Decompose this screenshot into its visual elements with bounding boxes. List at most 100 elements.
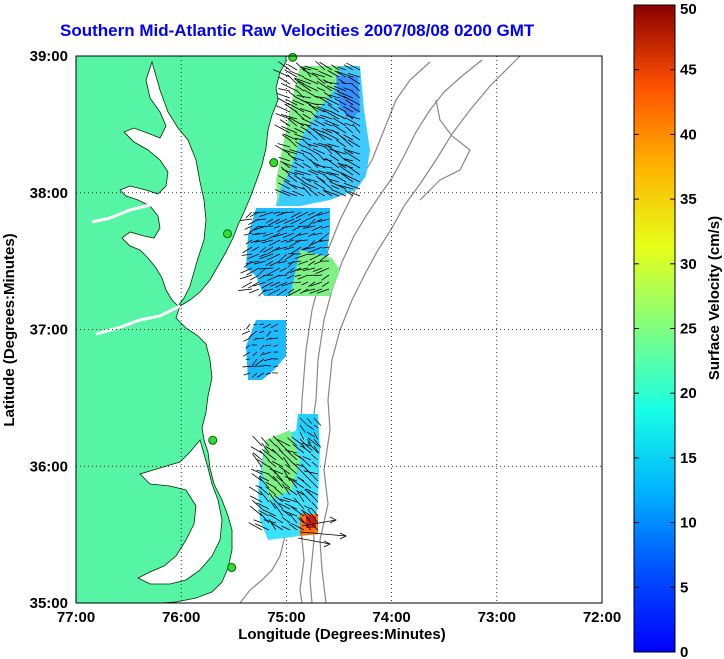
- velocity-arrow: [280, 443, 291, 454]
- colorbar-tick-label: 40: [680, 126, 697, 143]
- colorbar: [633, 4, 676, 653]
- velocity-arrow: [255, 358, 265, 366]
- velocity-arrow: [284, 449, 298, 454]
- velocity-arrow: [292, 479, 305, 489]
- velocity-arrow: [265, 260, 274, 266]
- velocity-arrow: [245, 323, 251, 330]
- velocity-arrow: [302, 288, 316, 293]
- velocity-arrow: [323, 91, 333, 99]
- velocity-arrow: [258, 477, 270, 489]
- velocity-arrow: [333, 85, 347, 92]
- x-tick-label: 73:00: [478, 609, 516, 626]
- velocity-arrow: [308, 246, 323, 253]
- velocity-arrow: [251, 358, 258, 367]
- velocity-arrow: [348, 191, 361, 197]
- velocity-arrow: [277, 260, 288, 264]
- velocity-arrow: [341, 136, 354, 148]
- velocity-arrow: [321, 225, 330, 229]
- velocity-patch-south-fast: [262, 430, 300, 500]
- velocity-arrow: [276, 274, 288, 277]
- velocity-arrow: [281, 281, 295, 287]
- velocity-arrowhead: [339, 532, 347, 540]
- velocity-arrow: [345, 114, 361, 120]
- pamlico-sound: [137, 439, 223, 585]
- y-tick-label: 35:00: [30, 595, 68, 612]
- velocity-arrow: [313, 103, 326, 106]
- velocity-arrow: [248, 522, 263, 531]
- velocity-arrow: [285, 267, 295, 275]
- velocity-arrow: [336, 91, 354, 99]
- velocity-arrow: [299, 517, 312, 531]
- velocity-arrow: [266, 330, 272, 337]
- velocity-arrow: [245, 260, 260, 265]
- velocity-arrow: [349, 105, 361, 113]
- station-marker: [288, 52, 298, 62]
- velocity-arrow: [307, 218, 316, 227]
- velocity-arrow: [319, 114, 333, 120]
- velocity-arrow: [302, 69, 319, 78]
- velocity-arrow: [322, 131, 340, 141]
- velocity-arrow: [307, 169, 319, 176]
- velocity-arrow: [262, 351, 272, 355]
- velocity-arrow: [265, 232, 281, 241]
- velocity-arrow: [245, 239, 253, 245]
- velocity-arrow: [323, 122, 333, 127]
- velocity-arrow: [294, 162, 305, 169]
- velocity-arrow: [280, 211, 295, 214]
- velocity-arrow: [254, 523, 270, 531]
- velocity-arrow: [297, 81, 312, 92]
- velocity-arrow: [285, 464, 298, 475]
- velocity-arrow: [317, 218, 330, 223]
- velocity-arrow: [301, 442, 312, 447]
- chesapeake-bay: [119, 60, 207, 307]
- velocity-arrow: [252, 435, 263, 447]
- plot-frame: [75, 55, 603, 604]
- velocity-arrows: [238, 60, 361, 548]
- velocity-arrow: [261, 281, 274, 289]
- velocity-arrow: [244, 225, 253, 230]
- velocity-arrow: [259, 211, 274, 218]
- velocity-arrow: [266, 246, 281, 255]
- velocity-arrow: [239, 274, 253, 280]
- velocity-arrow: [326, 171, 340, 176]
- velocity-arrow: [317, 191, 326, 197]
- velocity-arrow: [259, 351, 265, 357]
- velocity-arrow: [321, 281, 330, 288]
- y-tick-label: 37:00: [30, 322, 68, 339]
- colorbar-tick-label: 15: [680, 450, 697, 467]
- velocity-arrow: [294, 127, 305, 134]
- velocity-arrow: [267, 288, 281, 296]
- velocity-arrow: [313, 424, 319, 429]
- velocity-arrow: [270, 281, 281, 287]
- velocity-arrow: [301, 519, 337, 527]
- velocity-arrow: [313, 445, 320, 454]
- velocity-arrow: [316, 106, 333, 113]
- velocity-arrow: [292, 444, 305, 454]
- velocity-arrow: [267, 473, 277, 482]
- velocity-arrow: [284, 69, 298, 78]
- velocity-arrow: [279, 503, 291, 510]
- velocity-arrow: [252, 351, 258, 357]
- velocity-arrow: [273, 211, 281, 214]
- y-tick-label: 36:00: [30, 458, 68, 475]
- velocity-arrow: [281, 225, 295, 229]
- velocity-arrow: [308, 211, 323, 220]
- velocity-arrow: [278, 253, 288, 262]
- velocity-arrow: [297, 274, 309, 280]
- velocity-arrow: [309, 239, 323, 246]
- colorbar-tick-labels: 0 5 10 15 20 25 30 35 40 45 50: [634, 1, 697, 659]
- velocity-arrow: [302, 154, 312, 162]
- velocity-arrow: [278, 76, 291, 85]
- station-marker: [208, 435, 218, 445]
- velocity-arrow: [253, 281, 267, 287]
- velocity-arrow: [305, 468, 319, 482]
- velocity-arrow: [309, 158, 319, 169]
- velocity-arrow: [317, 177, 333, 190]
- velocity-arrow: [253, 260, 267, 265]
- velocity-arrow: [351, 83, 361, 92]
- velocity-arrow: [251, 468, 263, 475]
- velocity-arrow: [302, 225, 316, 229]
- velocity-arrow: [323, 189, 340, 197]
- velocity-arrow: [280, 166, 291, 176]
- velocity-arrow: [285, 486, 298, 496]
